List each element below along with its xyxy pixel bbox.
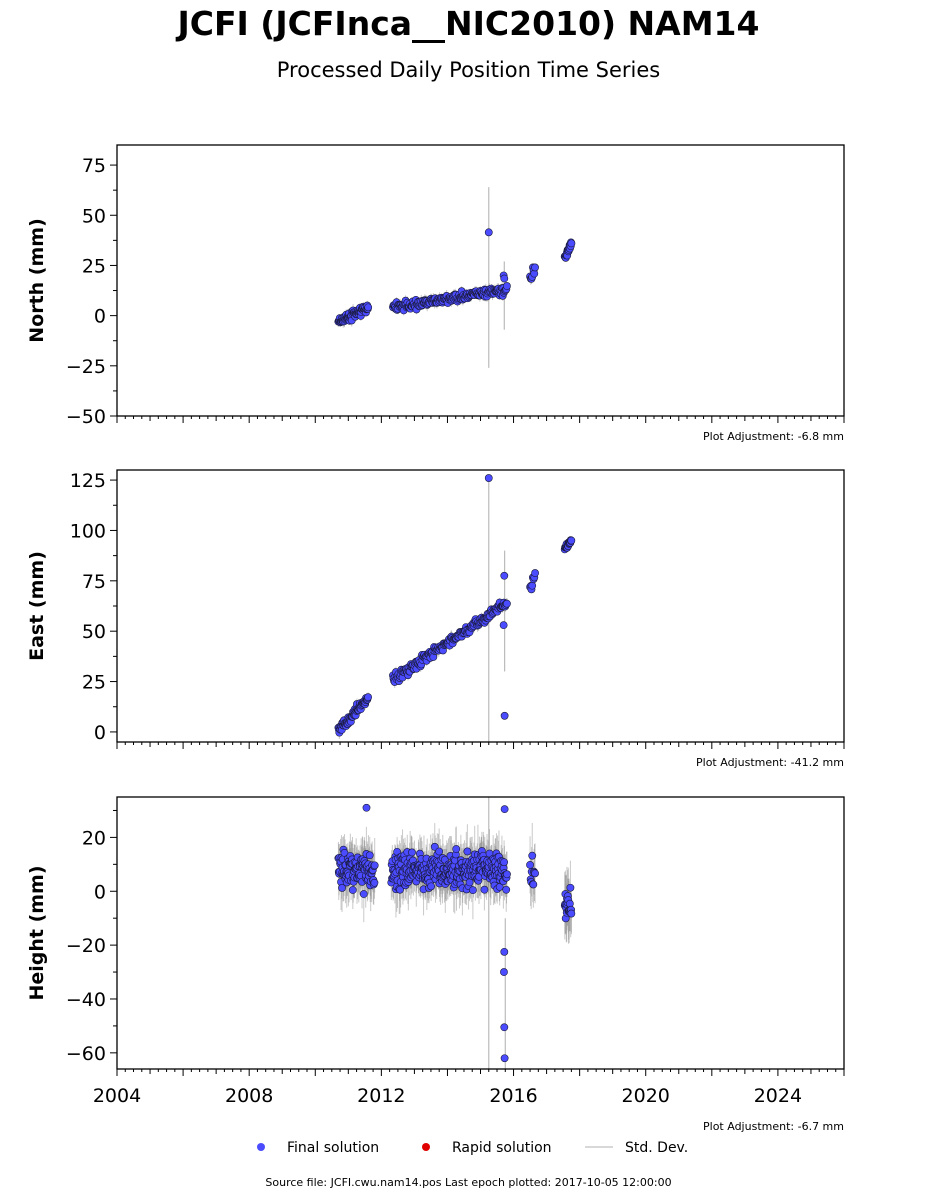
data-point	[567, 239, 576, 248]
data-point	[567, 536, 576, 545]
y-tick-label: 25	[82, 672, 106, 694]
panel-2: 0 25 50 75 100 125 East (mm) Plot Adjustment: -…	[26, 469, 845, 769]
y-axis-label: East (mm)	[26, 551, 48, 661]
data-point	[499, 621, 508, 630]
data-point	[526, 860, 534, 869]
data-point	[500, 968, 508, 976]
data-point	[500, 947, 509, 956]
data-point	[502, 885, 511, 894]
legend-marker	[257, 1143, 265, 1151]
data-point	[500, 1023, 509, 1032]
legend-label: Final solution	[287, 1140, 379, 1156]
data-point	[567, 909, 576, 918]
legend: Final solution Rapid solution Std. Dev.	[257, 1140, 688, 1156]
panel-1: −50 −25 0 25 50 75 North (mm) Plot Adjustment: …	[26, 144, 845, 443]
x-tick-label: 2020	[622, 1085, 670, 1107]
x-tick-label: 2004	[93, 1085, 141, 1107]
y-tick-label: 75	[82, 155, 106, 177]
y-tick-label: −20	[66, 935, 106, 957]
data-point	[500, 1054, 509, 1063]
data-point	[500, 858, 508, 867]
data-point	[480, 885, 489, 894]
data-point	[469, 886, 477, 895]
data-point	[500, 711, 509, 720]
plot-frame	[116, 144, 845, 417]
data-point	[465, 878, 474, 887]
panel-3: −60 −40 −20 0 20 2004 2008 2012 2016 2020 2024 Heig…	[26, 796, 845, 1133]
y-tick-label: 25	[82, 255, 106, 277]
data-point	[531, 569, 539, 577]
y-tick-label: 100	[70, 520, 106, 542]
y-tick-label: −40	[66, 989, 106, 1011]
legend-item: Std. Dev.	[585, 1140, 688, 1156]
data-point	[364, 303, 373, 312]
y-tick-label: −25	[66, 356, 106, 378]
data-point	[528, 851, 537, 860]
legend-item: Final solution	[257, 1140, 379, 1156]
plot-adjustment-note: Plot Adjustment: -6.8 mm	[703, 430, 844, 443]
data-point	[396, 885, 404, 894]
source-footnote: Source file: JCFI.cwu.nam14.pos Last epo…	[265, 1176, 672, 1189]
y-tick-label: 75	[82, 571, 106, 593]
legend-label: Std. Dev.	[625, 1140, 688, 1156]
data-point	[408, 848, 416, 857]
x-tick-label: 2016	[489, 1085, 537, 1107]
y-tick-label: −60	[66, 1043, 106, 1065]
legend-label: Rapid solution	[452, 1140, 552, 1156]
data-point	[566, 883, 575, 892]
data-point	[362, 803, 371, 812]
y-tick-label: 20	[82, 827, 106, 849]
data-point	[427, 882, 436, 891]
data-point	[338, 884, 346, 892]
data-point	[503, 282, 511, 290]
data-point	[435, 847, 444, 856]
y-tick-label: 50	[82, 205, 106, 227]
plot-frame	[116, 469, 845, 743]
page-subtitle: Processed Daily Position Time Series	[276, 58, 661, 82]
plot-adjustment-note: Plot Adjustment: -6.7 mm	[703, 1120, 844, 1133]
data-point	[370, 861, 379, 870]
x-tick-label: 2024	[754, 1085, 802, 1107]
y-tick-label: 125	[70, 470, 106, 492]
plot-adjustment-note: Plot Adjustment: -41.2 mm	[696, 756, 844, 769]
data-point	[359, 890, 368, 898]
plot-area	[334, 474, 576, 742]
y-tick-label: 0	[94, 306, 106, 328]
page-title: JCFI (JCFInca__NIC2010) NAM14	[177, 4, 760, 43]
data-point	[348, 886, 357, 894]
y-tick-label: −50	[66, 406, 106, 428]
data-point	[500, 274, 509, 283]
data-point	[500, 805, 509, 814]
x-tick-label: 2008	[225, 1085, 273, 1107]
data-point	[452, 845, 461, 853]
plot-frame	[116, 796, 845, 1070]
x-tick-label: 2012	[357, 1085, 405, 1107]
data-point	[370, 878, 379, 887]
data-point	[484, 474, 493, 482]
y-tick-label: 50	[82, 621, 106, 643]
y-axis-label: Height (mm)	[26, 865, 48, 1000]
data-point	[503, 599, 511, 608]
data-point	[364, 693, 372, 702]
legend-marker	[422, 1143, 430, 1151]
legend-item: Rapid solution	[422, 1140, 552, 1156]
data-point	[531, 869, 539, 878]
data-point	[463, 847, 472, 856]
plot-area	[334, 797, 576, 1069]
data-point	[484, 228, 493, 237]
y-axis-label: North (mm)	[26, 218, 48, 343]
plot-area	[334, 187, 576, 368]
data-point	[503, 870, 511, 879]
data-point	[500, 571, 509, 580]
data-point	[529, 880, 538, 889]
data-point	[528, 581, 537, 590]
data-point	[531, 263, 539, 272]
data-point	[365, 851, 374, 860]
y-tick-label: 0	[94, 881, 106, 903]
y-tick-label: 0	[94, 722, 106, 744]
